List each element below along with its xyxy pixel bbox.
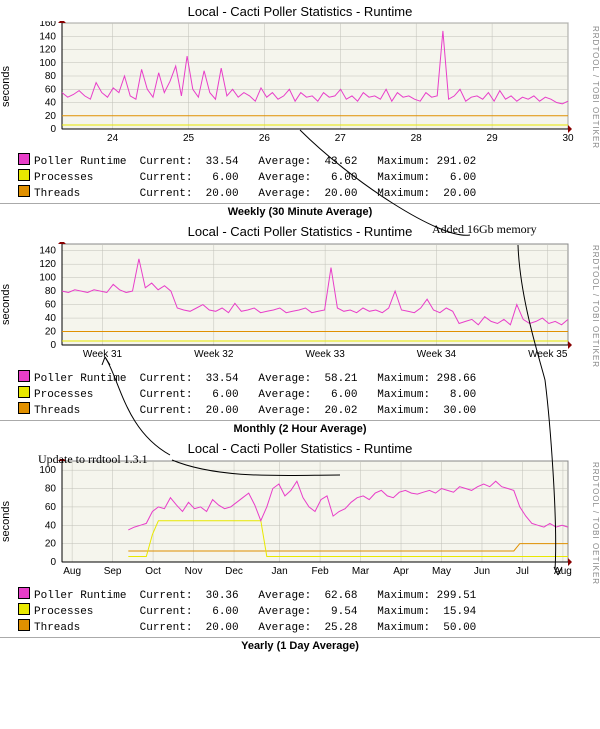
svg-text:Jun: Jun <box>474 566 490 577</box>
chart-legend: Poller Runtime Current: 30.36 Average: 6… <box>0 585 600 637</box>
svg-text:60: 60 <box>45 502 57 513</box>
svg-text:140: 140 <box>39 31 56 42</box>
chart-legend: Poller Runtime Current: 33.54 Average: 4… <box>0 151 600 203</box>
svg-text:120: 120 <box>39 259 56 270</box>
svg-text:160: 160 <box>39 21 56 29</box>
svg-text:60: 60 <box>45 84 57 95</box>
svg-text:80: 80 <box>45 484 57 495</box>
chart-caption: Yearly (1 Day Average) <box>0 637 600 654</box>
svg-text:40: 40 <box>45 98 57 109</box>
svg-text:Feb: Feb <box>311 566 329 577</box>
rrdtool-credit: RRDTOOL / TOBI OETIKER <box>586 458 600 585</box>
chart-caption: Monthly (2 Hour Average) <box>0 420 600 437</box>
svg-text:0: 0 <box>50 340 56 351</box>
svg-text:27: 27 <box>335 133 347 144</box>
svg-text:20: 20 <box>45 111 57 122</box>
chart-caption: Weekly (30 Minute Average) <box>0 203 600 220</box>
y-axis-label: seconds <box>0 501 16 542</box>
svg-text:May: May <box>432 566 451 577</box>
svg-text:40: 40 <box>45 313 57 324</box>
svg-text:80: 80 <box>45 71 57 82</box>
svg-text:Aug: Aug <box>63 566 81 577</box>
svg-text:Week 32: Week 32 <box>194 349 234 360</box>
svg-text:100: 100 <box>39 58 56 69</box>
svg-text:Week 35: Week 35 <box>528 349 568 360</box>
y-axis-label: seconds <box>0 66 16 107</box>
svg-text:0: 0 <box>50 124 56 135</box>
annotation-memory: Added 16Gb memory <box>432 222 537 237</box>
svg-text:29: 29 <box>487 133 499 144</box>
svg-text:Dec: Dec <box>225 566 243 577</box>
annotation-rrdtool: Update to rrdtool 1.3.1 <box>38 452 148 467</box>
svg-text:24: 24 <box>107 133 119 144</box>
svg-text:80: 80 <box>45 286 57 297</box>
chart-panel-0: Local - Cacti Poller Statistics - Runtim… <box>0 0 600 220</box>
y-axis-label: seconds <box>0 284 16 325</box>
svg-text:30: 30 <box>562 133 574 144</box>
svg-text:Jan: Jan <box>272 566 288 577</box>
svg-text:20: 20 <box>45 539 57 550</box>
svg-text:28: 28 <box>411 133 423 144</box>
svg-text:Sep: Sep <box>104 566 122 577</box>
svg-text:Week 31: Week 31 <box>83 349 123 360</box>
svg-text:100: 100 <box>39 273 56 284</box>
chart-panel-2: Local - Cacti Poller Statistics - Runtim… <box>0 437 600 654</box>
svg-text:Aug: Aug <box>554 566 572 577</box>
svg-text:Mar: Mar <box>352 566 370 577</box>
rrdtool-credit: RRDTOOL / TOBI OETIKER <box>586 241 600 368</box>
svg-text:Oct: Oct <box>145 566 161 577</box>
svg-text:Nov: Nov <box>185 566 203 577</box>
rrdtool-credit: RRDTOOL / TOBI OETIKER <box>586 22 600 149</box>
svg-text:Jul: Jul <box>516 566 529 577</box>
chart-panel-1: Local - Cacti Poller Statistics - Runtim… <box>0 220 600 437</box>
svg-text:20: 20 <box>45 327 57 338</box>
svg-text:26: 26 <box>259 133 271 144</box>
svg-text:120: 120 <box>39 45 56 56</box>
chart-legend: Poller Runtime Current: 33.54 Average: 5… <box>0 368 600 420</box>
chart-title: Local - Cacti Poller Statistics - Runtim… <box>0 0 600 21</box>
svg-text:Week 33: Week 33 <box>305 349 345 360</box>
svg-text:Week 34: Week 34 <box>417 349 457 360</box>
chart-plot: 0 20 40 60 80 100 120 140 160 24 25 26 27 28 29 30 <box>16 21 586 151</box>
svg-text:40: 40 <box>45 520 57 531</box>
svg-text:60: 60 <box>45 300 57 311</box>
svg-text:0: 0 <box>50 557 56 568</box>
chart-plot: 020406080100 AugSepOctNovDecJanFebMarApr… <box>16 459 586 584</box>
svg-text:25: 25 <box>183 133 195 144</box>
chart-plot: 0 20 40 60 80 100 120 140 Week 31 Week 32 Week 33… <box>16 242 586 367</box>
svg-text:140: 140 <box>39 246 56 257</box>
svg-text:Apr: Apr <box>393 566 409 577</box>
